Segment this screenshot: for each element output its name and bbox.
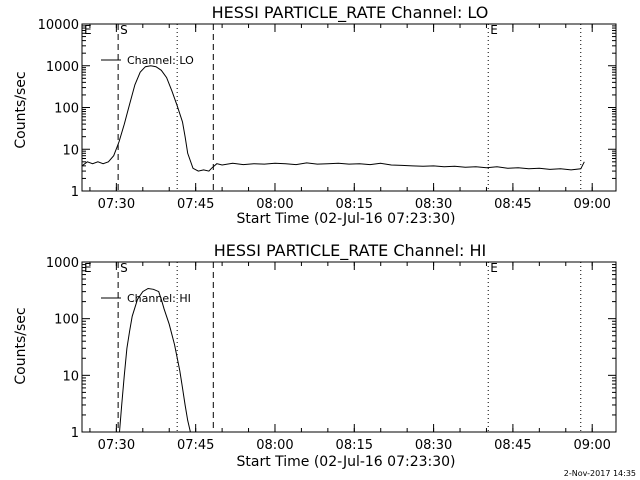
lo-legend-label: Channel: LO: [127, 54, 194, 67]
hi-ticks: 07:30 07:45 08:00 08:15 08:30 08:45 09:00 1 10 10…: [46, 256, 616, 453]
lo-y-tick-label: 10000: [38, 18, 79, 33]
hi-x-tick-label: 07:45: [177, 438, 214, 453]
lo-x-tick-label: 08:15: [336, 197, 373, 212]
hi-y-axis-label: Counts/sec: [13, 307, 29, 384]
lo-x-tick-label: 09:00: [573, 197, 610, 212]
hi-series-line: [119, 287, 191, 433]
lo-marker-label: E: [84, 23, 92, 37]
hi-x-tick-label: 07:30: [98, 438, 135, 453]
lo-channel-panel: HESSI PARTICLE_RATE Channel: LO Start Ti…: [13, 3, 617, 227]
hi-x-tick-label: 09:00: [573, 438, 610, 453]
hi-marker-label: S: [120, 261, 128, 275]
hi-y-tick-label: 1000: [46, 256, 79, 271]
lo-y-tick-label: 1000: [46, 60, 79, 75]
hi-y-tick-label: 100: [54, 313, 79, 328]
lo-y-tick-label: 1: [71, 185, 79, 200]
hi-y-tick-label: 10: [62, 369, 79, 384]
lo-series-line: [81, 65, 585, 172]
lo-marker-label: E: [490, 23, 498, 37]
hi-legend-label: Channel: HI: [127, 292, 191, 305]
lo-y-tick-label: 100: [54, 102, 79, 117]
lo-legend: Channel: LO: [101, 54, 194, 67]
lo-plot-frame: [81, 23, 617, 192]
lo-series: [81, 65, 585, 172]
lo-marker-label: S: [120, 23, 128, 37]
footer-timestamp: 2-Nov-2017 14:35: [564, 469, 636, 478]
hi-marker-label: E: [490, 261, 498, 275]
lo-x-tick-label: 07:30: [98, 197, 135, 212]
lo-ticks: 07:30 07:45 08:00 08:15 08:30 08:45 09:00 1 10 10…: [38, 18, 616, 212]
hi-chart-title: HESSI PARTICLE_RATE Channel: HI: [214, 241, 487, 261]
hi-plot-frame: [81, 261, 617, 433]
hi-y-tick-label: 1: [71, 426, 79, 441]
lo-chart-title: HESSI PARTICLE_RATE Channel: LO: [212, 3, 489, 23]
hi-marker-label: E: [84, 261, 92, 275]
lo-x-tick-label: 08:30: [415, 197, 452, 212]
lo-x-tick-label: 07:45: [177, 197, 214, 212]
lo-x-tick-label: 08:45: [494, 197, 531, 212]
lo-x-tick-label: 08:00: [256, 197, 293, 212]
hi-x-tick-label: 08:00: [256, 438, 293, 453]
hi-x-tick-label: 08:30: [415, 438, 452, 453]
hi-series: [119, 287, 191, 433]
hi-legend: Channel: HI: [101, 292, 191, 305]
hi-x-tick-label: 08:15: [336, 438, 373, 453]
hi-x-tick-label: 08:45: [494, 438, 531, 453]
lo-y-axis-label: Counts/sec: [13, 71, 29, 148]
lo-x-axis-label: Start Time (02-Jul-16 07:23:30): [236, 211, 455, 227]
lo-y-tick-label: 10: [62, 143, 79, 158]
hi-x-axis-label: Start Time (02-Jul-16 07:23:30): [236, 454, 455, 470]
hi-channel-panel: HESSI PARTICLE_RATE Channel: HI Start Ti…: [13, 241, 617, 470]
